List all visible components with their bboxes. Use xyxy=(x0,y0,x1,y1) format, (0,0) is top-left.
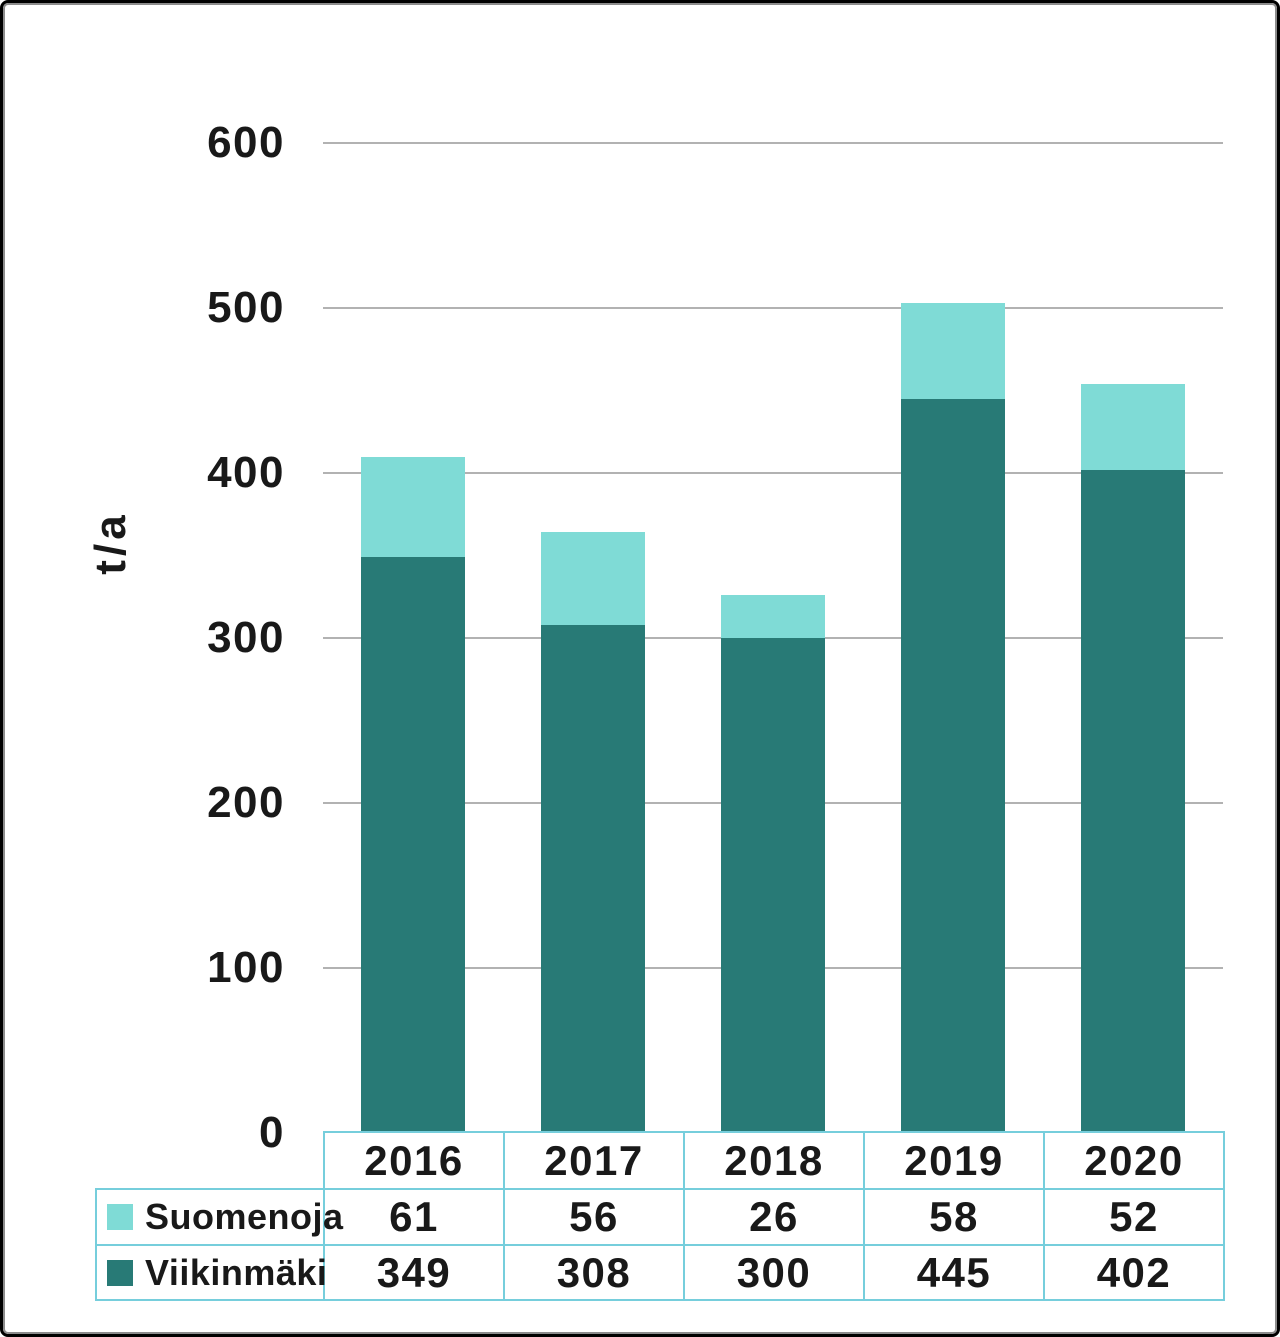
bar-segment-suomenoja-2017 xyxy=(541,532,645,625)
table-cell-viikinmaki-2017: 308 xyxy=(503,1244,685,1301)
gridline-600 xyxy=(323,142,1223,144)
bar-segment-viikinmaki-2018 xyxy=(721,638,825,1133)
table-cell-suomenoja-2018: 26 xyxy=(683,1188,865,1246)
legend-label-viikinmaki: Viikinmäki xyxy=(145,1251,328,1293)
table-cell-suomenoja-2017: 56 xyxy=(503,1188,685,1246)
y-tick-label-300: 300 xyxy=(207,613,285,662)
table-header-2016: 2016 xyxy=(323,1131,505,1190)
table-header-2019: 2019 xyxy=(863,1131,1045,1190)
legend-cell-suomenoja: Suomenoja xyxy=(95,1188,343,1246)
table-cell-viikinmaki-2019: 445 xyxy=(863,1244,1045,1301)
table-cell-suomenoja-2019: 58 xyxy=(863,1188,1045,1246)
bar-segment-viikinmaki-2019 xyxy=(901,398,1005,1133)
gridline-400 xyxy=(323,472,1223,474)
table-header-2018: 2018 xyxy=(683,1131,865,1190)
y-axis-title: t/a xyxy=(86,511,135,575)
table-cell-viikinmaki-2018: 300 xyxy=(683,1244,865,1301)
data-table: 2016 2017 2018 2019 2020 Suomenoja 61 56 26 58 52 V… xyxy=(95,1131,1225,1301)
table-header-2017: 2017 xyxy=(503,1131,685,1190)
table-cell-viikinmaki-2016: 349 xyxy=(323,1244,505,1301)
bar-segment-viikinmaki-2016 xyxy=(361,557,465,1133)
y-tick-label-500: 500 xyxy=(207,283,285,332)
legend-swatch-viikinmaki xyxy=(107,1259,133,1286)
bar-segment-suomenoja-2019 xyxy=(901,303,1005,399)
gridline-500 xyxy=(323,307,1223,309)
table-header-2020: 2020 xyxy=(1043,1131,1225,1190)
bar-segment-suomenoja-2018 xyxy=(721,595,825,638)
y-tick-label-400: 400 xyxy=(207,448,285,497)
bar-segment-suomenoja-2016 xyxy=(361,456,465,558)
bar-segment-viikinmaki-2017 xyxy=(541,624,645,1133)
table-cell-suomenoja-2016: 61 xyxy=(323,1188,505,1246)
y-tick-label-100: 100 xyxy=(207,943,285,992)
y-tick-label-200: 200 xyxy=(207,778,285,827)
table-corner-blank xyxy=(96,1132,324,1189)
y-tick-label-0: 0 xyxy=(259,1108,285,1157)
bar-segment-viikinmaki-2020 xyxy=(1081,469,1185,1133)
legend-cell-viikinmaki: Viikinmäki xyxy=(95,1244,328,1301)
bar-segment-suomenoja-2020 xyxy=(1081,383,1185,470)
legend-label-suomenoja: Suomenoja xyxy=(145,1196,344,1237)
y-tick-label-600: 600 xyxy=(207,118,285,167)
table-cell-suomenoja-2020: 52 xyxy=(1043,1188,1225,1246)
legend-swatch-suomenoja xyxy=(107,1204,133,1230)
table-cell-viikinmaki-2020: 402 xyxy=(1043,1244,1225,1301)
plot-area: 0 100 200 300 400 500 600 xyxy=(3,3,1277,1334)
